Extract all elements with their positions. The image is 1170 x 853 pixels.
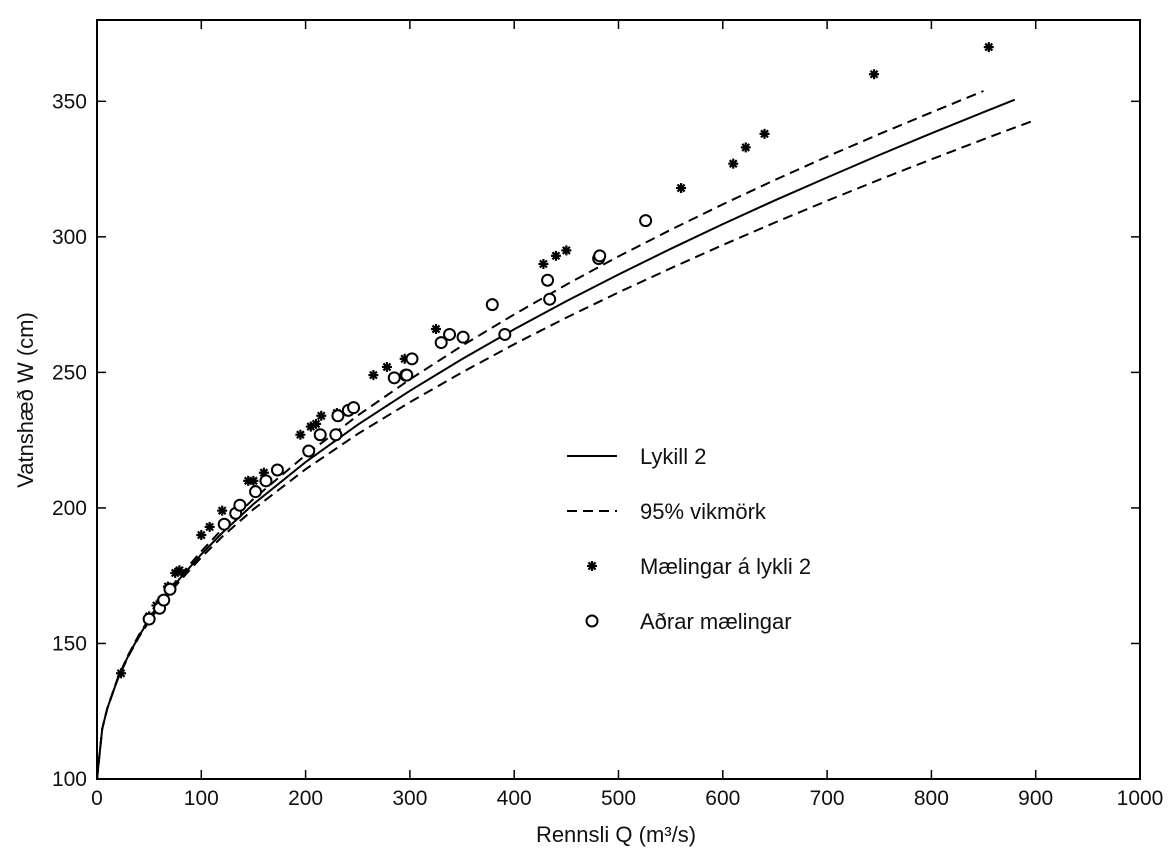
other-measurement-point-8 <box>259 474 273 488</box>
x-axis-title: Rennsli Q (m³/s) <box>536 822 696 847</box>
measurement-point-13 <box>295 429 306 440</box>
measurement-point-8 <box>204 521 215 532</box>
x-tick-label-0: 0 <box>91 787 103 810</box>
legend-circle-marker <box>585 614 599 628</box>
x-tick-label-8: 800 <box>914 787 949 810</box>
other-measurement-point-12 <box>329 428 343 442</box>
legend-label-1: 95% vikmörk <box>640 499 767 524</box>
measurement-point-6 <box>174 565 185 576</box>
series <box>97 42 1037 779</box>
measurement-point-23 <box>550 250 561 261</box>
series-line-2 <box>97 118 1037 779</box>
axes: 0 100 200 300 400 500 600 700 800 900 100010015020… <box>52 19 1164 810</box>
y-tick-label-0: 100 <box>52 768 87 791</box>
measurement-point-0 <box>115 668 126 679</box>
measurement-point-26 <box>728 158 739 169</box>
other-measurement-point-13 <box>331 409 345 423</box>
measurement-point-25 <box>676 183 687 194</box>
measurement-point-22 <box>538 258 549 269</box>
x-tick-label-1: 100 <box>184 787 219 810</box>
other-measurement-point-0 <box>142 612 156 626</box>
measurement-point-21 <box>430 324 441 335</box>
other-measurement-point-28 <box>593 249 607 263</box>
other-measurement-point-7 <box>249 485 263 499</box>
x-tick-label-3: 300 <box>392 787 427 810</box>
x-tick-label-6: 600 <box>705 787 740 810</box>
other-measurement-point-29 <box>639 214 653 228</box>
legend-label-0: Lykill 2 <box>640 444 706 469</box>
measurement-point-30 <box>983 42 994 53</box>
x-tick-label-9: 900 <box>1018 787 1053 810</box>
other-measurement-point-3 <box>163 582 177 596</box>
other-measurement-point-11 <box>313 428 327 442</box>
measurement-point-7 <box>196 530 207 541</box>
x-tick-label-2: 200 <box>288 787 323 810</box>
x-tick-label-5: 500 <box>601 787 636 810</box>
legend: Lykill 2 95% vikmörk Mælingar á lykli 2 Aðr… <box>567 444 811 634</box>
y-tick-label-1: 150 <box>52 632 87 655</box>
other-measurement-point-23 <box>485 298 499 312</box>
y-tick-label-2: 200 <box>52 497 87 520</box>
other-measurement-point-15 <box>347 401 361 415</box>
measurement-point-28 <box>759 128 770 139</box>
measurement-point-16 <box>316 410 327 421</box>
measurement-point-15 <box>311 418 322 429</box>
x-tick-label-10: 1000 <box>1117 787 1164 810</box>
y-tick-label-5: 350 <box>52 90 87 113</box>
measurement-point-24 <box>561 245 572 256</box>
legend-label-3: Aðrar mælingar <box>640 609 792 634</box>
measurement-point-29 <box>869 69 880 80</box>
plot-frame <box>96 19 1141 780</box>
other-measurement-point-21 <box>443 327 457 341</box>
y-axis-title: Vatnshæð W (cm) <box>13 312 38 488</box>
other-measurement-point-2 <box>157 593 171 607</box>
other-measurement-point-9 <box>270 463 284 477</box>
legend-label-2: Mælingar á lykli 2 <box>640 554 811 579</box>
series-line-0 <box>97 98 1016 779</box>
other-measurement-point-10 <box>302 444 316 458</box>
x-tick-label-4: 400 <box>497 787 532 810</box>
y-tick-label-4: 300 <box>52 226 87 249</box>
other-measurement-point-24 <box>498 327 512 341</box>
other-measurement-point-22 <box>456 330 470 344</box>
legend-asterisk-marker <box>587 561 597 571</box>
y-tick-label-3: 250 <box>52 361 87 384</box>
other-measurement-point-16 <box>387 371 401 385</box>
measurement-point-19 <box>381 361 392 372</box>
other-measurement-point-4 <box>217 517 231 531</box>
other-measurement-point-20 <box>434 336 448 350</box>
other-measurement-point-26 <box>543 292 557 306</box>
x-tick-label-7: 700 <box>810 787 845 810</box>
measurement-point-9 <box>217 505 228 516</box>
other-measurement-point-19 <box>405 352 419 366</box>
other-measurement-point-25 <box>541 273 555 287</box>
measurement-point-18 <box>368 370 379 381</box>
measurement-point-11 <box>248 475 259 486</box>
other-measurement-point-6 <box>233 498 247 512</box>
series-line-1 <box>97 90 984 779</box>
other-measurement-point-18 <box>400 368 414 382</box>
measurement-point-27 <box>740 142 751 153</box>
